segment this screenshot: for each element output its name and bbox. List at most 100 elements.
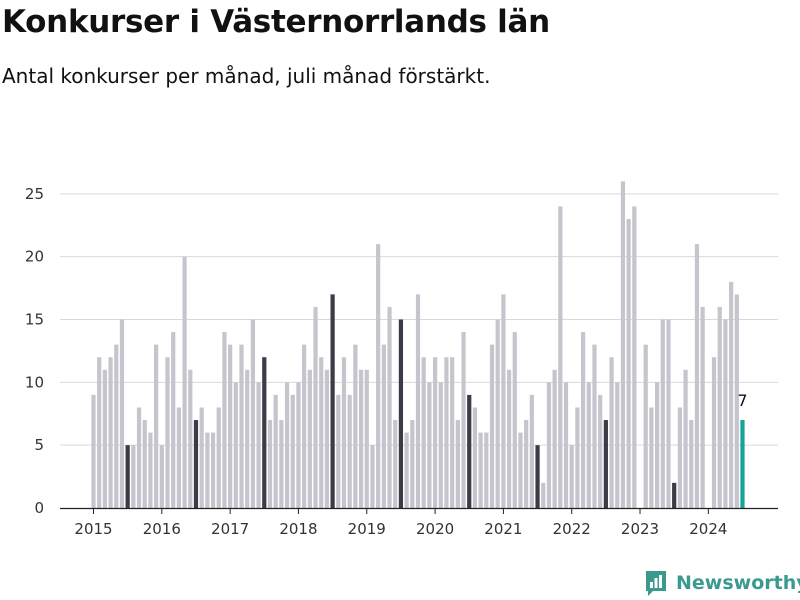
bar (489, 344, 495, 508)
bar (501, 294, 506, 508)
bar (450, 357, 455, 508)
bar (290, 394, 295, 508)
bar (580, 332, 586, 508)
bar (506, 369, 512, 508)
bar (142, 420, 147, 508)
bar (205, 432, 210, 508)
bar (632, 206, 637, 508)
y-tick-label: 10 (25, 373, 44, 391)
bar (438, 382, 443, 508)
y-tick-label: 20 (25, 248, 44, 266)
brand-name: Newsworthy (676, 572, 800, 594)
bar (586, 382, 591, 508)
bar (552, 369, 557, 508)
bar (672, 482, 677, 508)
bar (233, 382, 238, 508)
bar (598, 394, 603, 508)
bar (102, 369, 107, 508)
bar (125, 445, 130, 508)
x-tick-label: 2023 (621, 520, 659, 538)
bar (159, 445, 164, 508)
bar (461, 332, 466, 508)
bar (432, 357, 438, 508)
y-tick-label: 25 (25, 185, 44, 203)
y-tick-label: 5 (34, 436, 44, 454)
bar (376, 244, 381, 508)
bar (302, 344, 307, 508)
bar (347, 394, 352, 508)
bar (358, 369, 364, 508)
bar (734, 294, 739, 508)
bar (711, 357, 717, 508)
bar (193, 420, 199, 508)
bar (694, 244, 700, 508)
bar (484, 432, 489, 508)
bar (364, 369, 369, 508)
bar (330, 294, 335, 508)
bar (563, 382, 569, 508)
bar (575, 407, 580, 508)
bar (216, 407, 221, 508)
x-tick-label: 2015 (74, 520, 112, 538)
bar (666, 319, 671, 508)
bar (478, 432, 483, 508)
bar (393, 420, 398, 508)
bar (546, 382, 552, 508)
bar (336, 394, 341, 508)
bar (381, 344, 386, 508)
latest-value-label: 7 (737, 391, 747, 410)
bar (222, 332, 227, 508)
chart-title: Konkurser i Västernorrlands län (2, 4, 550, 40)
bar (518, 432, 523, 508)
y-tick-label: 15 (25, 311, 44, 329)
bar (307, 369, 312, 508)
chart-subtitle: Antal konkurser per månad, juli månad fö… (2, 64, 491, 88)
bar-chart: 0 5 10 15 20 25 7 2015 2016 2017 2018 2019 2020 2021 2… (25, 181, 778, 538)
bar (370, 445, 375, 508)
bar (603, 420, 608, 508)
bar (467, 394, 472, 508)
bar (410, 420, 415, 508)
bar (427, 382, 432, 508)
bar (455, 420, 460, 508)
bar (387, 306, 392, 508)
bar (689, 420, 694, 508)
bar (700, 306, 705, 508)
bar (398, 319, 404, 508)
axes: 0 5 10 15 20 25 7 2015 2016 2017 2018 2019 2020 2021 2… (25, 185, 778, 538)
bars (91, 181, 745, 508)
bar (262, 357, 267, 508)
bar (171, 332, 176, 508)
bar (165, 357, 170, 508)
bar (114, 344, 119, 508)
x-tick-label: 2020 (416, 520, 454, 538)
bar (569, 445, 574, 508)
bar (267, 420, 273, 508)
bar (495, 319, 500, 508)
bar (91, 394, 96, 508)
bar (176, 407, 182, 508)
bar (592, 344, 597, 508)
bar (609, 357, 614, 508)
bar (319, 357, 324, 508)
x-tick-label: 2016 (143, 520, 181, 538)
bar (97, 357, 102, 508)
bar (341, 357, 347, 508)
bar (239, 344, 244, 508)
bar (729, 281, 734, 508)
x-tick-label: 2017 (211, 520, 249, 538)
bar (717, 306, 722, 508)
bar (643, 344, 648, 508)
bar (615, 382, 620, 508)
bar (512, 332, 517, 508)
bar (677, 407, 682, 508)
bar (296, 382, 301, 508)
bar (353, 344, 358, 508)
bar (535, 445, 540, 508)
bar (313, 306, 318, 508)
bar (620, 181, 626, 508)
bar (256, 382, 261, 508)
x-tick-label: 2021 (484, 520, 522, 538)
bar (723, 319, 728, 508)
bar (245, 369, 250, 508)
